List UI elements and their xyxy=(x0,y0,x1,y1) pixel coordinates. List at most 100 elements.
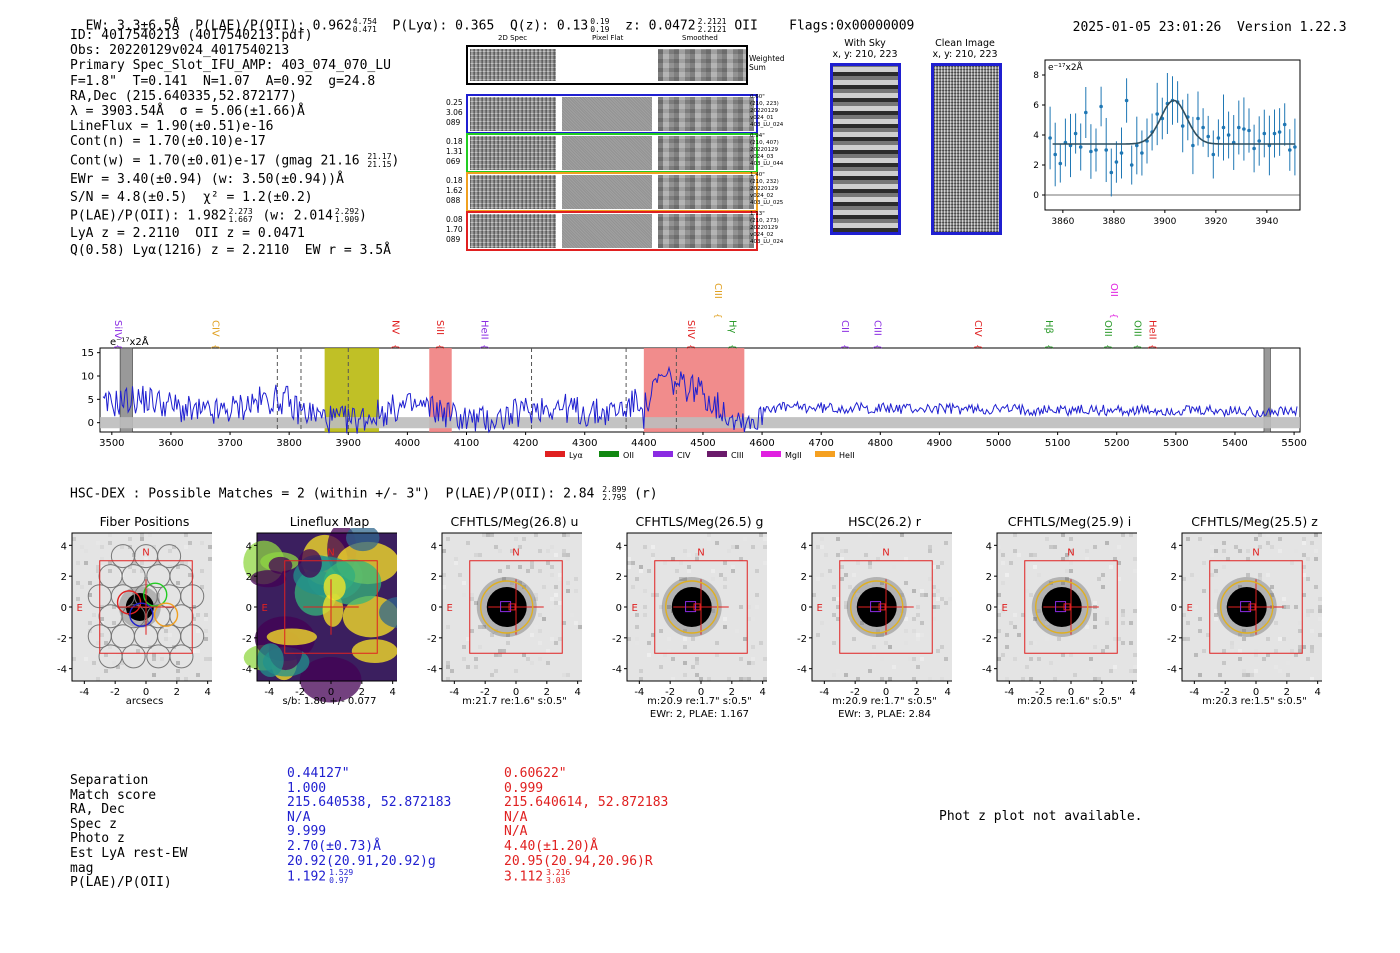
stamp-pixel xyxy=(104,653,108,657)
cutout-right-info: 0.94" (210, 407) 20220129 v024_03 403_LU_044 xyxy=(750,133,783,168)
stamp-pixel xyxy=(478,625,482,629)
stamp-pixel xyxy=(687,569,691,573)
cutout-right-r3: 20220129 xyxy=(750,147,778,153)
stamp-pixel xyxy=(1286,605,1290,609)
stamp-pixel xyxy=(510,549,514,553)
zoom-point xyxy=(1124,98,1129,103)
band-mask-right xyxy=(1263,347,1271,433)
stamp-pixel xyxy=(1222,649,1226,653)
stamp-pixel xyxy=(96,641,100,645)
stamp-pixel xyxy=(836,617,840,621)
stamp-pixel xyxy=(1033,617,1037,621)
match-2-column: 0.60622" 0.999 215.640614, 52.872183 N/A N/A… xyxy=(504,766,668,885)
stamp-pixel xyxy=(1001,581,1005,585)
line-label: NV xyxy=(390,320,401,334)
stamp-pixel xyxy=(912,589,916,593)
stamp-pixel xyxy=(538,613,542,617)
cutout-left-l3: 089 xyxy=(446,118,461,127)
stamp-pixel xyxy=(635,613,639,617)
zoom-point xyxy=(1191,143,1195,148)
east-label: E xyxy=(632,603,638,614)
stamp-pixel xyxy=(574,621,578,625)
stamp-pixel xyxy=(1041,597,1045,601)
stamp-pixel xyxy=(1258,533,1262,537)
stamp-pixel xyxy=(204,617,208,621)
stamp-pixel xyxy=(743,677,747,681)
stamp-pixel xyxy=(1133,665,1137,669)
stamp-pixel xyxy=(1302,541,1306,545)
spectrum-xtick-label: 3500 xyxy=(99,438,124,449)
zoom-point xyxy=(1282,122,1287,127)
stamp-title: CFHTLS/Meg(26.8) u xyxy=(450,514,579,529)
stamp-pixel xyxy=(1105,541,1109,545)
stamp-pixel xyxy=(96,565,100,569)
stamp-ytick-label: -2 xyxy=(427,634,437,645)
stamp-pixel xyxy=(140,561,144,565)
info-primary: Primary Spec_Slot_IFU_AMP: 403_074_070_L… xyxy=(70,58,391,74)
stamp-pixel xyxy=(442,549,446,553)
with-sky-label: With Sky xyxy=(844,38,886,49)
stamp-pixel xyxy=(1129,641,1133,645)
stamp-pixel xyxy=(868,669,872,673)
cutout-flat xyxy=(562,175,652,209)
stamp-pixel xyxy=(176,677,180,681)
stamp-pixel xyxy=(936,605,940,609)
stamp-pixel xyxy=(852,589,856,593)
match-box xyxy=(1209,560,1303,654)
cutout-row xyxy=(466,172,758,212)
match-square-1 xyxy=(500,601,512,613)
stamp-pixel xyxy=(1013,533,1017,537)
stamp-pixel xyxy=(687,565,691,569)
stamp-pixel xyxy=(148,649,152,653)
stamp-pixel xyxy=(566,673,570,677)
header-plae-hi: 4.754 xyxy=(352,17,377,26)
line-label-group: SiIV { xyxy=(112,320,123,350)
full-spectrum-plot: 0 5 10 15 3500 3600 3700 3800 3900 4000 4100 4200 43… xyxy=(81,283,1307,460)
lineflux-blob xyxy=(345,528,380,552)
stamp-pixel xyxy=(562,553,566,557)
stamp-pixel xyxy=(542,585,546,589)
stamp-pixel xyxy=(574,577,578,581)
header-plya: P(Lyα): 0.365 xyxy=(392,18,495,34)
stamp-pixel xyxy=(1053,677,1057,681)
stamp-pixel xyxy=(200,585,204,589)
stamp-pixel xyxy=(192,617,196,621)
stamp-pixel xyxy=(1093,617,1097,621)
stamp-pixel xyxy=(462,593,466,597)
stamp-title: Fiber Positions xyxy=(99,514,190,529)
stamp-pixel xyxy=(1314,557,1318,561)
stamp-pixel xyxy=(1274,665,1278,669)
stamp-pixel xyxy=(924,593,928,597)
stamp-pixel xyxy=(546,549,550,553)
zoom-point xyxy=(1084,110,1088,115)
hsc-hi: 2.899 xyxy=(602,485,627,494)
stamp-pixel xyxy=(1242,669,1246,673)
stamp-pixel xyxy=(538,629,542,633)
stamp-pixel xyxy=(671,557,675,561)
stamp-pixel xyxy=(1302,565,1306,569)
stamp-pixel xyxy=(751,657,755,661)
stamp-pixel xyxy=(912,657,916,661)
stamp-xtick-label: 4 xyxy=(1129,687,1135,698)
cutout-flat xyxy=(562,136,652,170)
aperture-circle xyxy=(665,580,719,634)
stamp-pixel xyxy=(104,669,108,673)
stamp-pixel xyxy=(1029,553,1033,557)
stamp-pixel xyxy=(651,557,655,561)
cutout-left-l2: 1.70 xyxy=(446,225,463,234)
line-bracket: { xyxy=(478,344,488,350)
stamp-pixel xyxy=(112,621,116,625)
stamp-pixel xyxy=(1266,533,1270,537)
stamp-pixel xyxy=(880,677,884,681)
stamp-pixel xyxy=(1133,653,1137,657)
match-value: 9.999 xyxy=(287,824,327,840)
spectrum-xtick-label: 3800 xyxy=(276,438,301,449)
clean-image-label: Clean Image xyxy=(935,38,995,49)
zoom-point xyxy=(1221,125,1226,130)
stamp-pixel xyxy=(96,677,100,681)
stamp-pixel xyxy=(470,629,474,633)
fiber-highlight xyxy=(153,602,179,627)
stamp-image: N E -4 -4 -2 -2 0 0 2 2 4 4 xyxy=(797,532,952,698)
stamp-pixel xyxy=(120,581,124,585)
stamp-ytick-label: 4 xyxy=(61,541,67,552)
